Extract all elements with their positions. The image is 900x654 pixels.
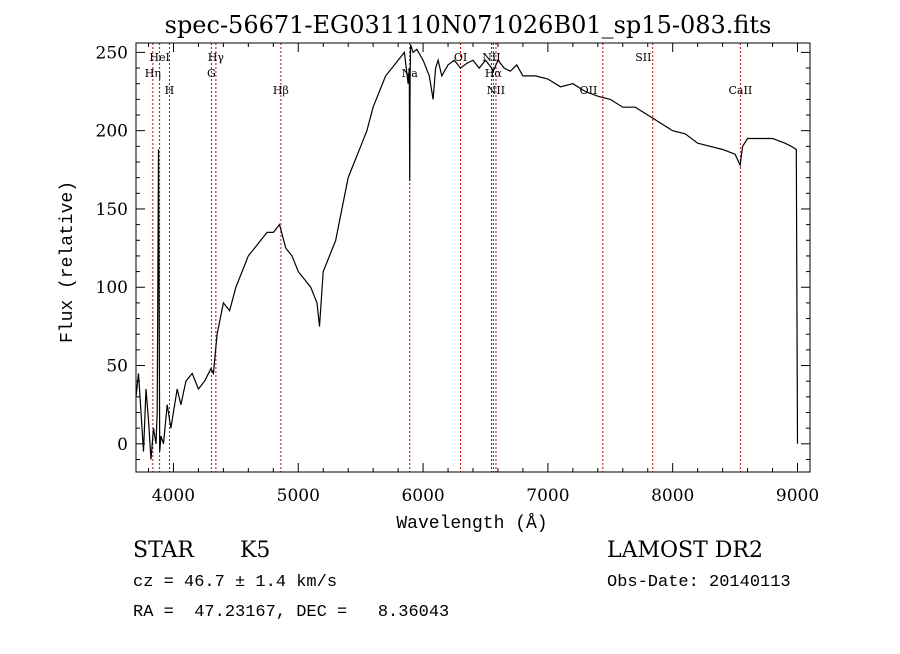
line-label: HeI (149, 51, 169, 64)
y-tick-label: 0 (117, 435, 128, 455)
x-tick-label: 8000 (651, 486, 694, 506)
y-tick-label: 50 (106, 357, 128, 377)
spectrum-line (135, 44, 799, 460)
line-label: H (165, 84, 175, 97)
x-tick-label: 7000 (526, 486, 569, 506)
x-axis-label: Wavelength (Å) (396, 513, 547, 534)
y-axis: 0 50 100 150 200 250 (96, 43, 810, 460)
line-label: G (207, 67, 216, 80)
line-label: NII (487, 84, 505, 97)
line-label: OI (454, 51, 467, 64)
x-axis: 4000 5000 6000 7000 8000 9000 (147, 43, 819, 506)
redshift-text: cz = 46.7 ± 1.4 km/s (133, 573, 338, 592)
line-label: Hγ (208, 51, 225, 64)
line-label: CaII (729, 84, 753, 97)
spectral-line-markers (152, 43, 741, 472)
object-class: STAR (133, 538, 194, 563)
line-label: Hη (145, 67, 161, 80)
line-label: Hβ (273, 84, 289, 97)
y-tick-label: 200 (96, 122, 128, 142)
object-subclass: K5 (240, 538, 271, 563)
plot-frame (135, 42, 811, 473)
y-tick-label: 100 (96, 278, 128, 298)
line-label: NII (482, 51, 500, 64)
y-tick-label: 250 (96, 43, 128, 63)
y-axis-label: Flux (relative) (58, 181, 78, 343)
x-tick-label: 9000 (776, 486, 819, 506)
obs-date: Obs-Date: 20140113 (607, 573, 791, 592)
line-label: Hα (485, 67, 503, 80)
y-tick-label: 150 (96, 200, 128, 220)
line-label: SII (635, 51, 651, 64)
survey-name: LAMOST DR2 (607, 538, 763, 563)
x-tick-label: 5000 (277, 486, 320, 506)
chart-title: spec-56671-EG031110N071026B01_sp15-083.f… (165, 11, 772, 39)
x-tick-label: 6000 (401, 486, 444, 506)
ra-dec: RA = 47.23167, DEC = 8.36043 (133, 603, 450, 622)
x-tick-label: 4000 (152, 486, 195, 506)
